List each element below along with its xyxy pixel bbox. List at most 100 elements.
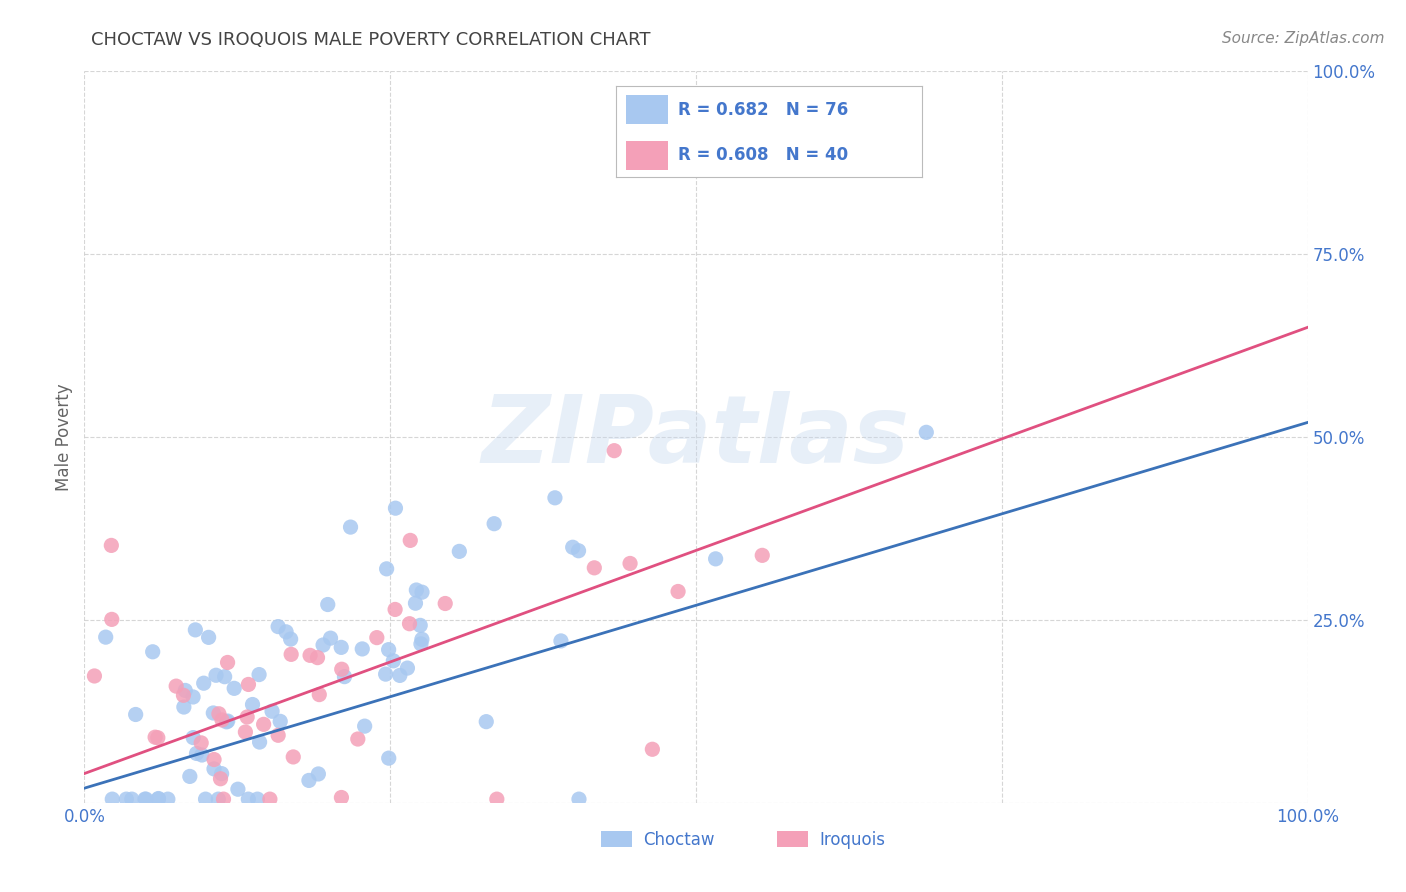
Point	[544, 491, 567, 505]
Text: Iroquois: Iroquois	[818, 831, 884, 849]
Point	[194, 792, 217, 806]
Point	[146, 731, 169, 745]
Point	[83, 669, 105, 683]
Point	[353, 719, 375, 733]
Point	[174, 683, 197, 698]
Point	[238, 677, 260, 691]
Text: ZIPatlas: ZIPatlas	[482, 391, 910, 483]
Point	[208, 706, 231, 721]
Point	[202, 706, 225, 720]
Point	[704, 552, 727, 566]
Point	[247, 667, 270, 681]
Point	[156, 792, 179, 806]
Point	[142, 645, 165, 659]
Point	[307, 767, 329, 781]
Point	[94, 630, 117, 644]
Point	[411, 585, 433, 599]
Point	[274, 624, 297, 639]
Point	[173, 700, 195, 714]
Point	[186, 747, 208, 761]
Point	[259, 792, 281, 806]
Point	[226, 782, 249, 797]
Point	[148, 792, 170, 806]
Point	[434, 597, 457, 611]
Text: Source: ZipAtlas.com: Source: ZipAtlas.com	[1222, 31, 1385, 46]
Point	[246, 792, 269, 806]
Point	[475, 714, 498, 729]
Point	[209, 772, 232, 786]
Point	[217, 714, 239, 728]
Point	[238, 792, 260, 806]
Point	[339, 520, 361, 534]
Point	[211, 766, 233, 780]
Point	[193, 676, 215, 690]
Point	[388, 668, 411, 682]
Point	[124, 707, 146, 722]
Point	[384, 501, 406, 516]
Point	[316, 598, 339, 612]
Point	[215, 714, 238, 729]
Point	[374, 667, 396, 681]
Point	[202, 752, 225, 766]
Point	[352, 642, 374, 657]
Point	[482, 516, 505, 531]
Point	[583, 561, 606, 575]
Point	[346, 732, 368, 747]
Point	[330, 640, 353, 655]
Point	[399, 533, 422, 548]
Point	[197, 631, 219, 645]
Point	[280, 632, 302, 646]
Point	[101, 612, 124, 626]
Point	[249, 735, 271, 749]
Point	[567, 543, 589, 558]
Point	[181, 731, 204, 745]
Point	[307, 650, 329, 665]
Point	[404, 596, 426, 610]
Point	[409, 618, 432, 632]
Point	[382, 654, 405, 668]
Point	[202, 762, 225, 776]
Point	[242, 698, 264, 712]
Point	[641, 742, 664, 756]
Point	[666, 584, 689, 599]
Point	[143, 730, 166, 744]
Point	[561, 541, 583, 555]
Point	[165, 679, 187, 693]
Point	[224, 681, 246, 696]
Point	[172, 688, 194, 702]
Point	[449, 544, 471, 558]
Text: Choctaw: Choctaw	[643, 831, 714, 849]
Point	[375, 562, 398, 576]
Point	[283, 750, 305, 764]
Point	[101, 792, 124, 806]
Point	[550, 634, 572, 648]
Point	[366, 631, 388, 645]
Point	[207, 792, 229, 806]
Text: CHOCTAW VS IROQUOIS MALE POVERTY CORRELATION CHART: CHOCTAW VS IROQUOIS MALE POVERTY CORRELA…	[91, 31, 651, 49]
Point	[915, 425, 938, 440]
Point	[217, 656, 239, 670]
Point	[377, 642, 399, 657]
Point	[236, 710, 259, 724]
Point	[115, 792, 138, 806]
Point	[330, 662, 353, 676]
Point	[100, 538, 122, 552]
Point	[333, 670, 356, 684]
Point	[181, 690, 204, 704]
Point	[214, 670, 236, 684]
Point	[135, 792, 157, 806]
Point	[148, 791, 170, 805]
Point	[384, 602, 406, 616]
Point	[405, 582, 427, 597]
Point	[205, 668, 228, 682]
Point	[411, 632, 433, 647]
Point	[396, 661, 419, 675]
Point	[398, 616, 420, 631]
Point	[179, 769, 201, 783]
Point	[319, 631, 342, 645]
Point	[603, 443, 626, 458]
Point	[485, 792, 508, 806]
Point	[269, 714, 291, 729]
Point	[253, 717, 276, 731]
Point	[267, 728, 290, 742]
